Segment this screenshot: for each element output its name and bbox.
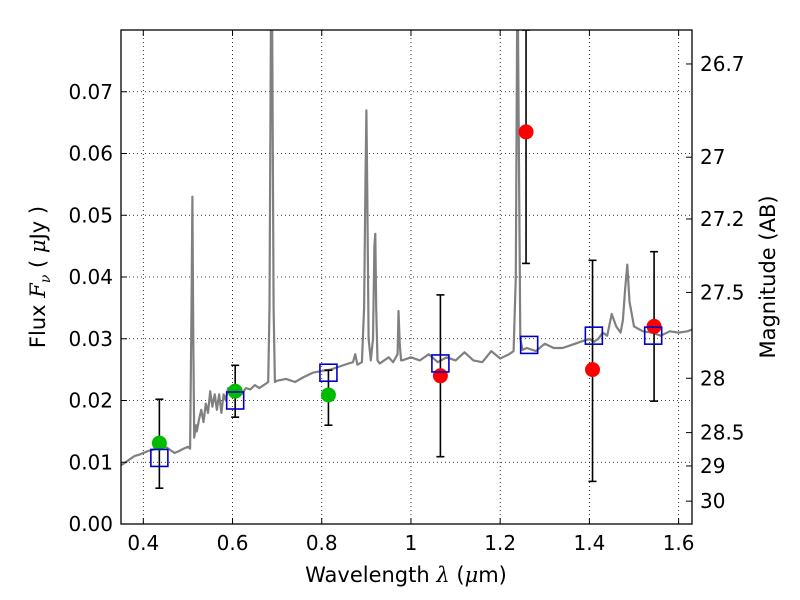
x-ticks: 0.4 0.6 0.8 1 1.2 1.4 1.6 bbox=[127, 30, 695, 555]
blue-square-marker bbox=[584, 326, 604, 345]
y-ticks: 0.00 0.01 0.02 0.03 0.04 0.05 0.06 0.07 bbox=[68, 80, 127, 536]
y-tick-label: 0.02 bbox=[68, 389, 113, 413]
spectrum-line bbox=[121, 30, 692, 467]
blue-square-marker bbox=[431, 354, 450, 373]
x-tick-label: 1 bbox=[405, 531, 418, 555]
marker-layer bbox=[150, 124, 663, 468]
red-point-marker bbox=[585, 362, 601, 378]
magnitude-tick-label: 26.7 bbox=[700, 52, 745, 76]
y-axis-title: Flux Fν ( μJy ) bbox=[26, 206, 54, 348]
y-tick-label: 0.00 bbox=[68, 512, 113, 536]
x-tick-label: 0.4 bbox=[127, 531, 159, 555]
spectrum-layer bbox=[121, 30, 692, 467]
plot-background bbox=[121, 30, 692, 524]
x-tick-label: 1.4 bbox=[573, 531, 605, 555]
y-tick-label: 0.06 bbox=[68, 142, 113, 166]
green-point-marker bbox=[320, 387, 336, 403]
x-axis-title: Wavelength λ (μm) bbox=[305, 563, 507, 587]
blue-square-marker bbox=[643, 326, 663, 345]
magnitude-tick-label: 27 bbox=[700, 145, 725, 169]
magnitude-tick-label: 28 bbox=[700, 366, 725, 390]
x-tick-label: 0.6 bbox=[217, 531, 249, 555]
magnitude-ticks: 26.7 27 27.2 27.5 28 28.5 29 30 bbox=[686, 52, 745, 513]
y-tick-label: 0.03 bbox=[68, 327, 113, 351]
x-tick-label: 0.8 bbox=[306, 531, 338, 555]
blue-square-marker bbox=[150, 448, 169, 468]
magnitude-tick-label: 28.5 bbox=[700, 421, 745, 445]
y-tick-label: 0.07 bbox=[68, 80, 113, 104]
y-tick-label: 0.04 bbox=[68, 265, 113, 289]
y-tick-label: 0.05 bbox=[68, 203, 113, 227]
y-tick-label: 0.01 bbox=[68, 450, 113, 474]
magnitude-tick-label: 29 bbox=[700, 454, 725, 478]
red-point-marker bbox=[432, 368, 448, 384]
magnitude-tick-label: 27.2 bbox=[700, 207, 745, 231]
green-point-marker bbox=[151, 435, 167, 451]
red-point-marker bbox=[518, 124, 534, 140]
magnitude-tick-label: 30 bbox=[700, 489, 725, 513]
x-tick-label: 1.6 bbox=[663, 531, 695, 555]
blue-square-marker bbox=[225, 391, 245, 410]
magnitude-tick-label: 27.5 bbox=[700, 280, 745, 304]
x-tick-label: 1.2 bbox=[484, 531, 516, 555]
blue-square-marker bbox=[319, 363, 338, 383]
blue-square-marker bbox=[519, 335, 539, 355]
y2-axis-title: Magnitude (AB) bbox=[756, 195, 780, 358]
